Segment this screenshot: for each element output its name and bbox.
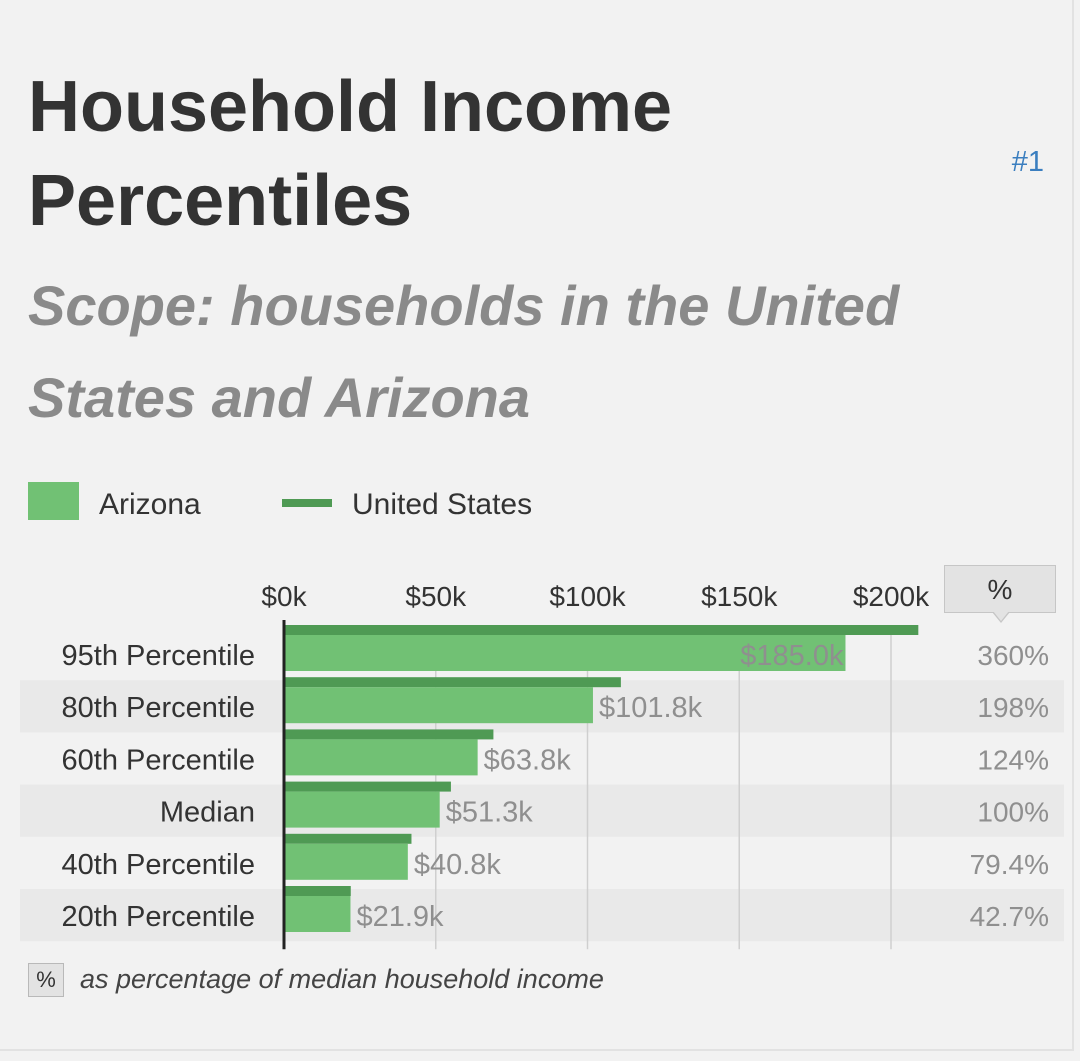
bar-arizona <box>284 635 846 671</box>
percent-value: 360% <box>977 640 1049 671</box>
bar-arizona <box>284 896 351 932</box>
category-label: Median <box>160 797 255 829</box>
x-tick-label: $150k <box>701 581 778 612</box>
footnote-percent-box: % <box>28 963 64 997</box>
bar-united-states <box>284 729 494 740</box>
bar-united-states <box>284 833 412 844</box>
bar-arizona <box>284 687 593 724</box>
legend-swatch-arizona <box>28 482 79 520</box>
percent-pointer-icon <box>992 611 1010 623</box>
row-band <box>20 889 1064 942</box>
bar-arizona <box>284 739 478 776</box>
bar-united-states <box>284 625 919 635</box>
x-tick-label: $50k <box>405 581 467 612</box>
category-label: 40th Percentile <box>62 849 255 881</box>
data-label: $21.9k <box>356 901 444 933</box>
row-band <box>20 784 1064 837</box>
bar-united-states <box>284 781 451 792</box>
legend-label-arizona: Arizona <box>99 488 201 521</box>
percent-value: 198% <box>977 692 1049 723</box>
x-tick-label: $100k <box>549 581 626 612</box>
chart-subtitle: Scope: households in the United States a… <box>28 274 900 429</box>
bar-arizona <box>284 843 408 880</box>
percent-value: 124% <box>977 744 1049 775</box>
category-label: 95th Percentile <box>62 640 255 672</box>
legend-line-united-states <box>282 499 332 507</box>
bar-arizona <box>284 791 440 828</box>
bar-united-states <box>284 677 621 688</box>
percent-value: 100% <box>977 797 1049 828</box>
legend-label-united-states: United States <box>352 488 533 521</box>
x-tick-label: $200k <box>853 581 930 612</box>
data-label: $185.0k <box>740 640 844 672</box>
rank-link[interactable]: #1 <box>1011 146 1044 178</box>
footnote-text: as percentage of median household income <box>80 964 604 994</box>
percent-value: 42.7% <box>970 901 1049 932</box>
category-label: 80th Percentile <box>62 692 255 724</box>
percent-column-toggle[interactable]: % <box>944 565 1056 613</box>
percent-value: 79.4% <box>970 849 1049 880</box>
data-label: $63.8k <box>484 744 572 776</box>
page-title: Household Income Percentiles <box>28 67 673 241</box>
category-label: 20th Percentile <box>62 901 255 933</box>
x-tick-label: $0k <box>261 581 307 612</box>
data-label: $51.3k <box>446 797 534 829</box>
bar-united-states <box>284 886 351 896</box>
data-label: $40.8k <box>414 849 502 881</box>
bar-chart: $0k $50k $100k $150k $200k $185.0k 95th Percen… <box>20 581 1064 950</box>
category-label: 60th Percentile <box>62 744 255 776</box>
data-label: $101.8k <box>599 692 703 724</box>
